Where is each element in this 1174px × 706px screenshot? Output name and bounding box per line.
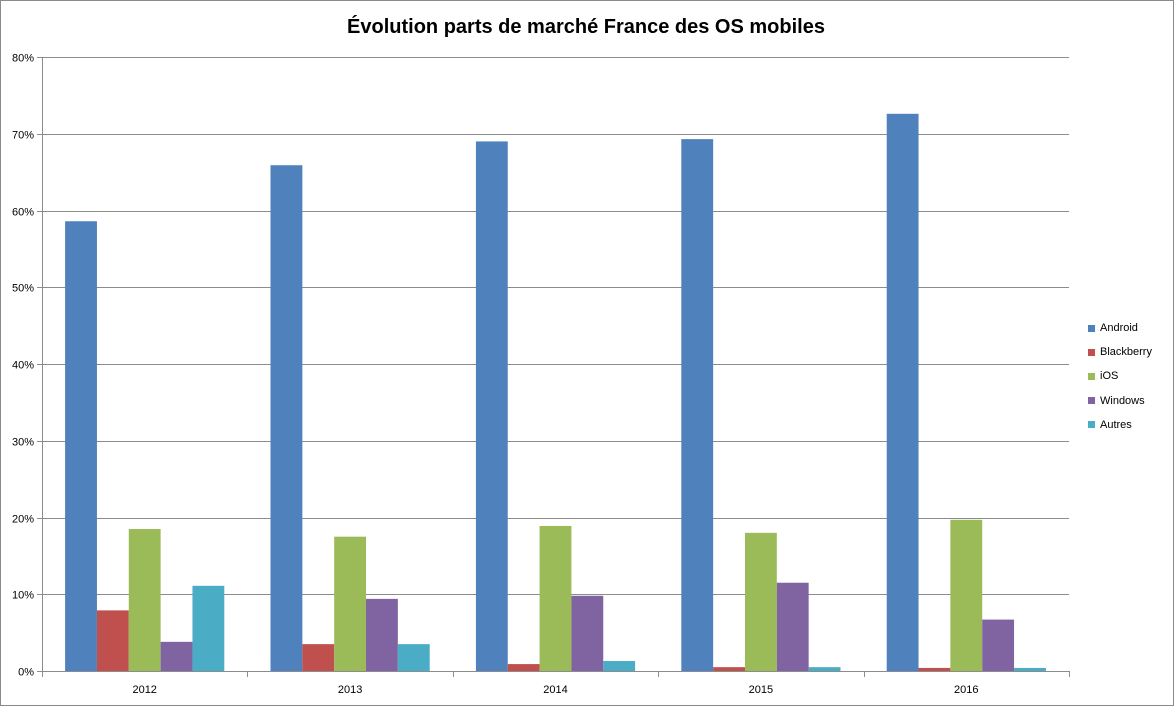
legend-item-ios: iOS bbox=[1088, 364, 1152, 388]
bar-ios-2012 bbox=[128, 529, 161, 671]
bar-ios-2016 bbox=[950, 519, 983, 671]
ytick-label: 0% bbox=[18, 667, 34, 679]
bar-windows-2014 bbox=[571, 595, 604, 671]
legend-item-windows: Windows bbox=[1088, 389, 1152, 413]
bar-android-2013 bbox=[270, 165, 303, 671]
chart-legend: Android Blackberry iOS Windows Autres bbox=[1088, 316, 1152, 437]
bar-blackberry-2013 bbox=[302, 644, 335, 671]
ytick-label: 50% bbox=[12, 283, 34, 295]
bar-android-2016 bbox=[886, 113, 919, 672]
legend-swatch bbox=[1088, 348, 1095, 356]
ytick-label: 60% bbox=[12, 207, 34, 219]
bar-windows-2016 bbox=[982, 619, 1015, 671]
legend-item-autres: Autres bbox=[1088, 413, 1152, 437]
ytick-label: 30% bbox=[12, 437, 34, 449]
bar-blackberry-2015 bbox=[713, 667, 745, 671]
bar-windows-2013 bbox=[366, 598, 398, 671]
legend-label: Android bbox=[1100, 322, 1138, 335]
bar-autres-2013 bbox=[397, 644, 430, 671]
xtick-label: 2015 bbox=[749, 684, 773, 696]
bar-autres-2012 bbox=[192, 585, 225, 671]
bar-windows-2012 bbox=[160, 641, 193, 671]
bar-android-2015 bbox=[681, 139, 714, 671]
legend-label: Windows bbox=[1100, 394, 1145, 407]
legend-label: iOS bbox=[1100, 370, 1119, 383]
xtick-label: 2013 bbox=[338, 684, 362, 696]
legend-swatch bbox=[1088, 421, 1095, 429]
ytick-label: 40% bbox=[12, 360, 34, 372]
bar-ios-2015 bbox=[744, 532, 777, 671]
bar-windows-2015 bbox=[776, 582, 809, 671]
xtick-label: 2012 bbox=[132, 684, 156, 696]
bar-blackberry-2016 bbox=[918, 667, 951, 671]
bar-autres-2015 bbox=[808, 667, 841, 671]
chart-title: Évolution parts de marché France des OS … bbox=[347, 16, 825, 38]
legend-item-android: Android bbox=[1088, 316, 1152, 340]
bar-autres-2016 bbox=[1014, 667, 1046, 671]
ytick-label: 70% bbox=[12, 130, 34, 142]
ytick-label: 80% bbox=[12, 53, 34, 65]
bar-blackberry-2014 bbox=[507, 664, 540, 671]
xtick-label: 2014 bbox=[543, 684, 567, 696]
legend-swatch bbox=[1088, 397, 1095, 405]
legend-item-blackberry: Blackberry bbox=[1088, 340, 1152, 364]
legend-label: Blackberry bbox=[1100, 346, 1152, 359]
legend-label: Autres bbox=[1100, 418, 1132, 431]
bar-android-2012 bbox=[65, 221, 97, 672]
legend-swatch bbox=[1088, 372, 1095, 380]
ytick-label: 20% bbox=[12, 514, 34, 526]
bar-ios-2013 bbox=[334, 536, 367, 671]
legend-swatch bbox=[1088, 324, 1095, 332]
ytick-label: 10% bbox=[12, 590, 34, 602]
bar-ios-2014 bbox=[539, 525, 572, 671]
bar-android-2014 bbox=[475, 141, 508, 672]
xtick-label: 2016 bbox=[954, 684, 978, 696]
bar-blackberry-2012 bbox=[96, 610, 129, 671]
bar-autres-2014 bbox=[603, 661, 636, 671]
